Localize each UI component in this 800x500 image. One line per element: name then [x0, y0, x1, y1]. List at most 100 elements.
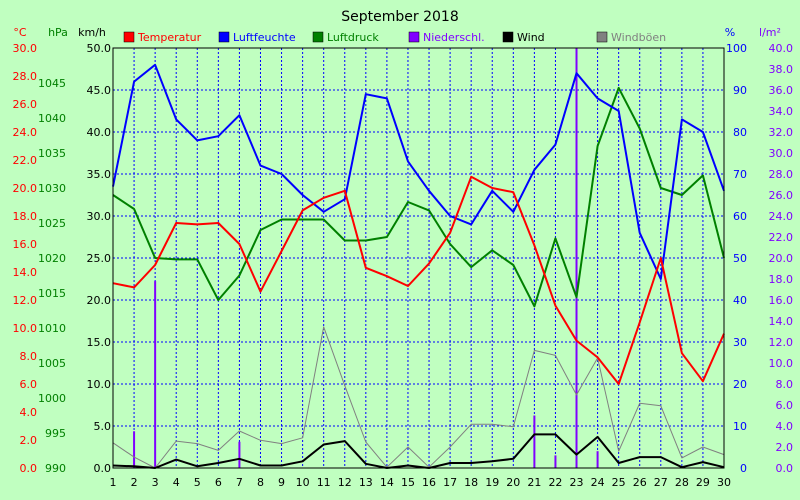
tick-label-hum: 30 — [733, 336, 747, 349]
tick-label-temp: 26.0 — [13, 98, 38, 111]
tick-label-rain: 4.0 — [776, 420, 794, 433]
x-tick-label: 15 — [401, 476, 415, 489]
x-tick-label: 19 — [485, 476, 499, 489]
tick-label-press: 1015 — [38, 287, 66, 300]
tick-label-rain: 38.0 — [769, 63, 794, 76]
tick-label-hum: 90 — [733, 84, 747, 97]
x-tick-label: 14 — [380, 476, 394, 489]
tick-label-rain: 6.0 — [776, 399, 794, 412]
tick-label-press: 1045 — [38, 77, 66, 90]
legend-label: Niederschl. — [423, 31, 485, 44]
grid-lines — [112, 47, 725, 469]
tick-label-hum: 10 — [733, 420, 747, 433]
tick-label-wind: 40.0 — [87, 126, 112, 139]
tick-label-hum: 60 — [733, 210, 747, 223]
tick-label-rain: 36.0 — [769, 84, 794, 97]
tick-label-press: 1025 — [38, 217, 66, 230]
x-tick-label: 30 — [717, 476, 731, 489]
tick-label-temp: 8.0 — [20, 350, 38, 363]
x-tick-label: 5 — [194, 476, 201, 489]
tick-label-temp: 18.0 — [13, 210, 38, 223]
tick-label-rain: 8.0 — [776, 378, 794, 391]
tick-label-temp: 14.0 — [13, 266, 38, 279]
tick-label-temp: 30.0 — [13, 42, 38, 55]
tick-label-wind: 25.0 — [87, 252, 112, 265]
tick-label-wind: 30.0 — [87, 210, 112, 223]
tick-label-rain: 20.0 — [769, 252, 794, 265]
tick-label-press: 1010 — [38, 322, 66, 335]
x-tick-label: 6 — [215, 476, 222, 489]
x-tick-label: 7 — [236, 476, 243, 489]
tick-label-wind: 0.0 — [94, 462, 112, 475]
tick-label-press: 1000 — [38, 392, 66, 405]
tick-label-rain: 10.0 — [769, 357, 794, 370]
tick-label-wind: 50.0 — [87, 42, 112, 55]
axis-unit-label-press: hPa — [48, 26, 68, 39]
axis-unit-label-hum: % — [725, 26, 735, 39]
axis-unit-label-temp: °C — [13, 26, 27, 39]
tick-label-rain: 12.0 — [769, 336, 794, 349]
tick-label-wind: 35.0 — [87, 168, 112, 181]
tick-label-hum: 50 — [733, 252, 747, 265]
tick-label-wind: 10.0 — [87, 378, 112, 391]
x-tick-label: 12 — [338, 476, 352, 489]
x-tick-label: 1 — [110, 476, 117, 489]
x-tick-label: 25 — [612, 476, 626, 489]
tick-label-temp: 4.0 — [20, 406, 38, 419]
tick-label-temp: 28.0 — [13, 70, 38, 83]
tick-label-rain: 22.0 — [769, 231, 794, 244]
tick-label-rain: 26.0 — [769, 189, 794, 202]
tick-label-press: 1040 — [38, 112, 66, 125]
tick-label-press: 1030 — [38, 182, 66, 195]
legend-swatch — [408, 31, 420, 43]
axis-unit-label-wind: km/h — [78, 26, 106, 39]
tick-label-wind: 45.0 — [87, 84, 112, 97]
x-tick-label: 17 — [443, 476, 457, 489]
tick-label-temp: 6.0 — [20, 378, 38, 391]
tick-label-temp: 22.0 — [13, 154, 38, 167]
x-tick-label: 13 — [359, 476, 373, 489]
tick-label-rain: 32.0 — [769, 126, 794, 139]
series-line-wind — [112, 433, 725, 469]
tick-label-hum: 0 — [740, 462, 747, 475]
x-tick-label: 28 — [675, 476, 689, 489]
tick-label-hum: 70 — [733, 168, 747, 181]
tick-label-wind: 5.0 — [94, 420, 112, 433]
tick-label-wind: 20.0 — [87, 294, 112, 307]
tick-label-rain: 34.0 — [769, 105, 794, 118]
tick-label-hum: 20 — [733, 378, 747, 391]
tick-label-temp: 10.0 — [13, 322, 38, 335]
x-tick-label: 4 — [173, 476, 180, 489]
tick-label-temp: 12.0 — [13, 294, 38, 307]
tick-label-rain: 0.0 — [776, 462, 794, 475]
tick-label-hum: 40 — [733, 294, 747, 307]
tick-label-temp: 0.0 — [20, 462, 38, 475]
tick-label-temp: 2.0 — [20, 434, 38, 447]
tick-label-press: 1005 — [38, 357, 66, 370]
tick-label-temp: 20.0 — [13, 182, 38, 195]
legend-swatch — [596, 31, 608, 43]
tick-label-temp: 16.0 — [13, 238, 38, 251]
tick-label-rain: 40.0 — [769, 42, 794, 55]
legend-label: Windböen — [611, 31, 666, 44]
x-tick-label: 27 — [654, 476, 668, 489]
x-tick-label: 10 — [296, 476, 310, 489]
series-line-luftfeuchte — [112, 63, 725, 280]
tick-label-rain: 28.0 — [769, 168, 794, 181]
x-tick-label: 3 — [152, 476, 159, 489]
legend-label: Luftfeuchte — [233, 31, 296, 44]
series-line-temperatur — [112, 175, 725, 385]
x-tick-label: 29 — [696, 476, 710, 489]
precipitation-bars — [133, 48, 599, 468]
x-tick-label: 23 — [570, 476, 584, 489]
tick-label-press: 990 — [45, 462, 66, 475]
x-tick-label: 16 — [422, 476, 436, 489]
tick-label-rain: 18.0 — [769, 273, 794, 286]
tick-label-rain: 30.0 — [769, 147, 794, 160]
axis-unit-label-rain: l/m² — [759, 26, 781, 39]
tick-label-rain: 2.0 — [776, 441, 794, 454]
legend-swatch — [502, 31, 514, 43]
series-line-windböen — [112, 326, 725, 469]
tick-label-temp: 24.0 — [13, 126, 38, 139]
